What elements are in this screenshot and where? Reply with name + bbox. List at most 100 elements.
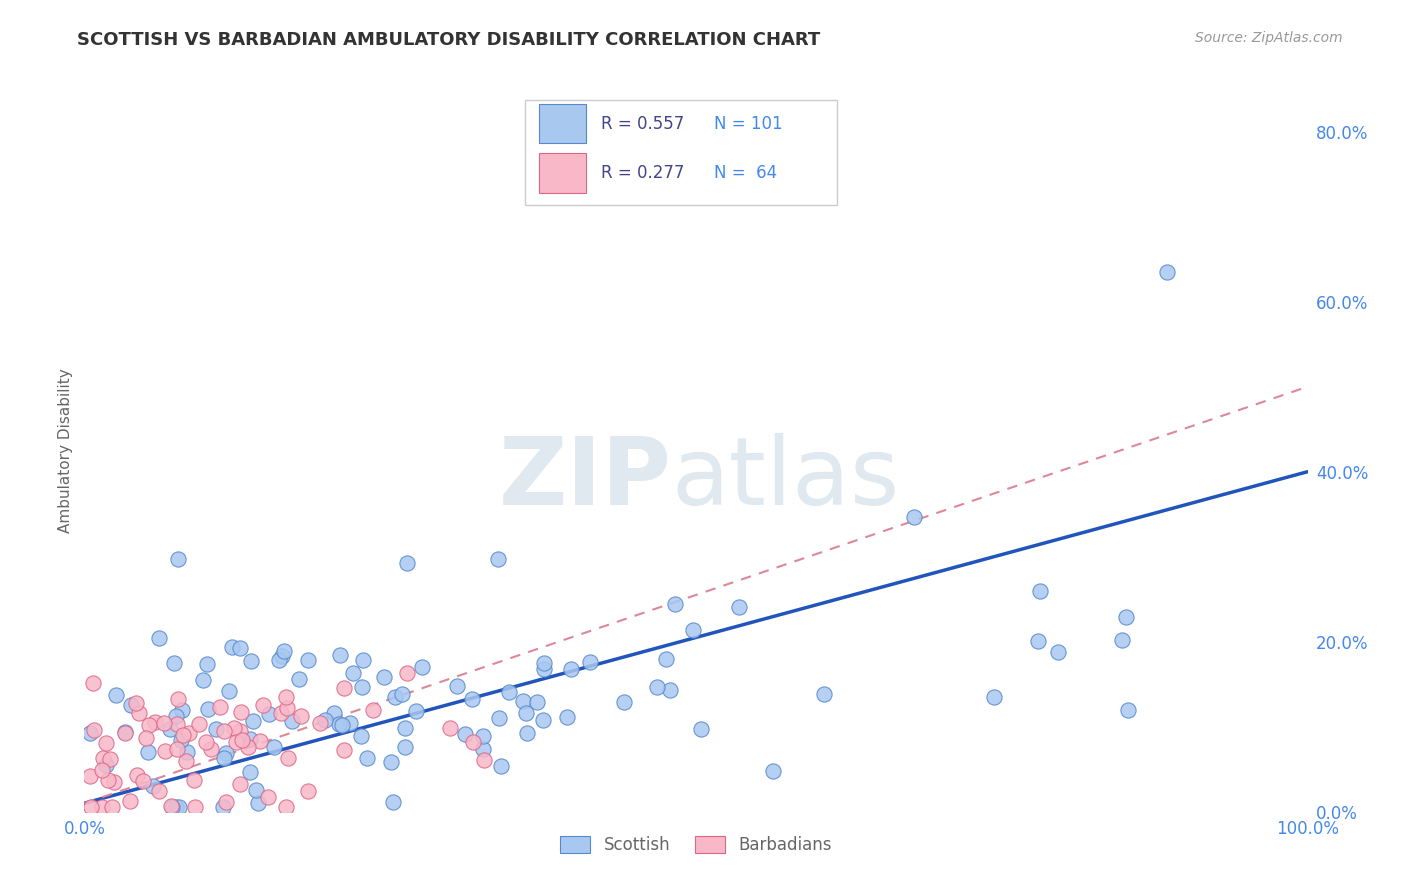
- Point: [225, 735, 247, 749]
- Point: [103, 775, 125, 789]
- Point: [247, 797, 270, 811]
- Point: [395, 556, 418, 570]
- Point: [91, 800, 114, 814]
- Point: [94, 736, 117, 750]
- Point: [903, 509, 925, 524]
- Point: [114, 726, 136, 740]
- Point: [229, 777, 252, 791]
- Point: [131, 773, 153, 788]
- Point: [191, 673, 214, 687]
- Point: [1026, 634, 1049, 648]
- Point: [252, 698, 274, 712]
- Point: [297, 653, 319, 667]
- Point: [197, 702, 219, 716]
- Point: [350, 680, 373, 694]
- Point: [231, 733, 253, 747]
- Point: [277, 750, 299, 764]
- Text: N =  64: N = 64: [714, 163, 778, 182]
- Point: [138, 717, 160, 731]
- Point: [287, 672, 309, 686]
- Point: [309, 715, 332, 730]
- Text: atlas: atlas: [672, 434, 900, 525]
- Point: [167, 691, 190, 706]
- FancyBboxPatch shape: [540, 103, 586, 144]
- Point: [454, 727, 477, 741]
- Point: [174, 754, 197, 768]
- Point: [128, 706, 150, 721]
- Point: [114, 725, 136, 739]
- FancyBboxPatch shape: [524, 100, 837, 205]
- Point: [97, 773, 120, 788]
- Point: [356, 751, 378, 765]
- Point: [124, 696, 146, 710]
- Y-axis label: Ambulatory Disability: Ambulatory Disability: [58, 368, 73, 533]
- Point: [333, 743, 356, 757]
- Point: [101, 800, 124, 814]
- Point: [411, 659, 433, 673]
- Point: [579, 656, 602, 670]
- Point: [249, 733, 271, 747]
- Point: [339, 715, 361, 730]
- Point: [290, 709, 312, 723]
- Point: [1118, 703, 1140, 717]
- Point: [384, 690, 406, 704]
- Point: [270, 706, 292, 720]
- Point: [274, 800, 297, 814]
- Point: [352, 653, 374, 667]
- Point: [271, 649, 294, 664]
- Point: [1047, 644, 1070, 658]
- Point: [166, 742, 188, 756]
- Point: [263, 739, 285, 754]
- Point: [200, 742, 222, 756]
- Point: [222, 721, 245, 735]
- Point: [498, 685, 520, 699]
- FancyBboxPatch shape: [540, 153, 586, 193]
- Point: [212, 724, 235, 739]
- Text: R = 0.557: R = 0.557: [600, 114, 683, 133]
- Point: [159, 799, 181, 814]
- Point: [120, 698, 142, 712]
- Point: [446, 679, 468, 693]
- Point: [82, 676, 104, 690]
- Point: [330, 718, 353, 732]
- Point: [177, 726, 200, 740]
- Point: [613, 695, 636, 709]
- Point: [90, 763, 112, 777]
- Point: [472, 729, 495, 743]
- Point: [183, 800, 205, 814]
- Point: [83, 723, 105, 737]
- Point: [215, 747, 238, 761]
- Point: [148, 632, 170, 646]
- Point: [195, 735, 218, 749]
- Point: [281, 714, 304, 728]
- Point: [176, 745, 198, 759]
- Point: [205, 722, 228, 736]
- Point: [363, 703, 385, 717]
- Point: [472, 753, 495, 767]
- Point: [382, 795, 405, 809]
- Point: [159, 722, 181, 736]
- Point: [104, 688, 127, 702]
- Text: ZIP: ZIP: [499, 434, 672, 525]
- Point: [682, 624, 704, 638]
- Point: [1156, 265, 1178, 279]
- Point: [195, 657, 218, 671]
- Point: [658, 682, 681, 697]
- Point: [257, 790, 280, 805]
- Point: [439, 722, 461, 736]
- Point: [333, 681, 356, 695]
- Point: [533, 662, 555, 676]
- Point: [172, 728, 194, 742]
- Point: [516, 726, 538, 740]
- Point: [329, 648, 352, 662]
- Point: [209, 699, 232, 714]
- Point: [813, 687, 835, 701]
- Text: N = 101: N = 101: [714, 114, 783, 133]
- Point: [239, 731, 262, 746]
- Text: Source: ZipAtlas.com: Source: ZipAtlas.com: [1195, 31, 1343, 45]
- Point: [165, 709, 187, 723]
- Point: [239, 765, 262, 780]
- Point: [91, 750, 114, 764]
- Text: R = 0.277: R = 0.277: [600, 163, 683, 182]
- Point: [350, 730, 373, 744]
